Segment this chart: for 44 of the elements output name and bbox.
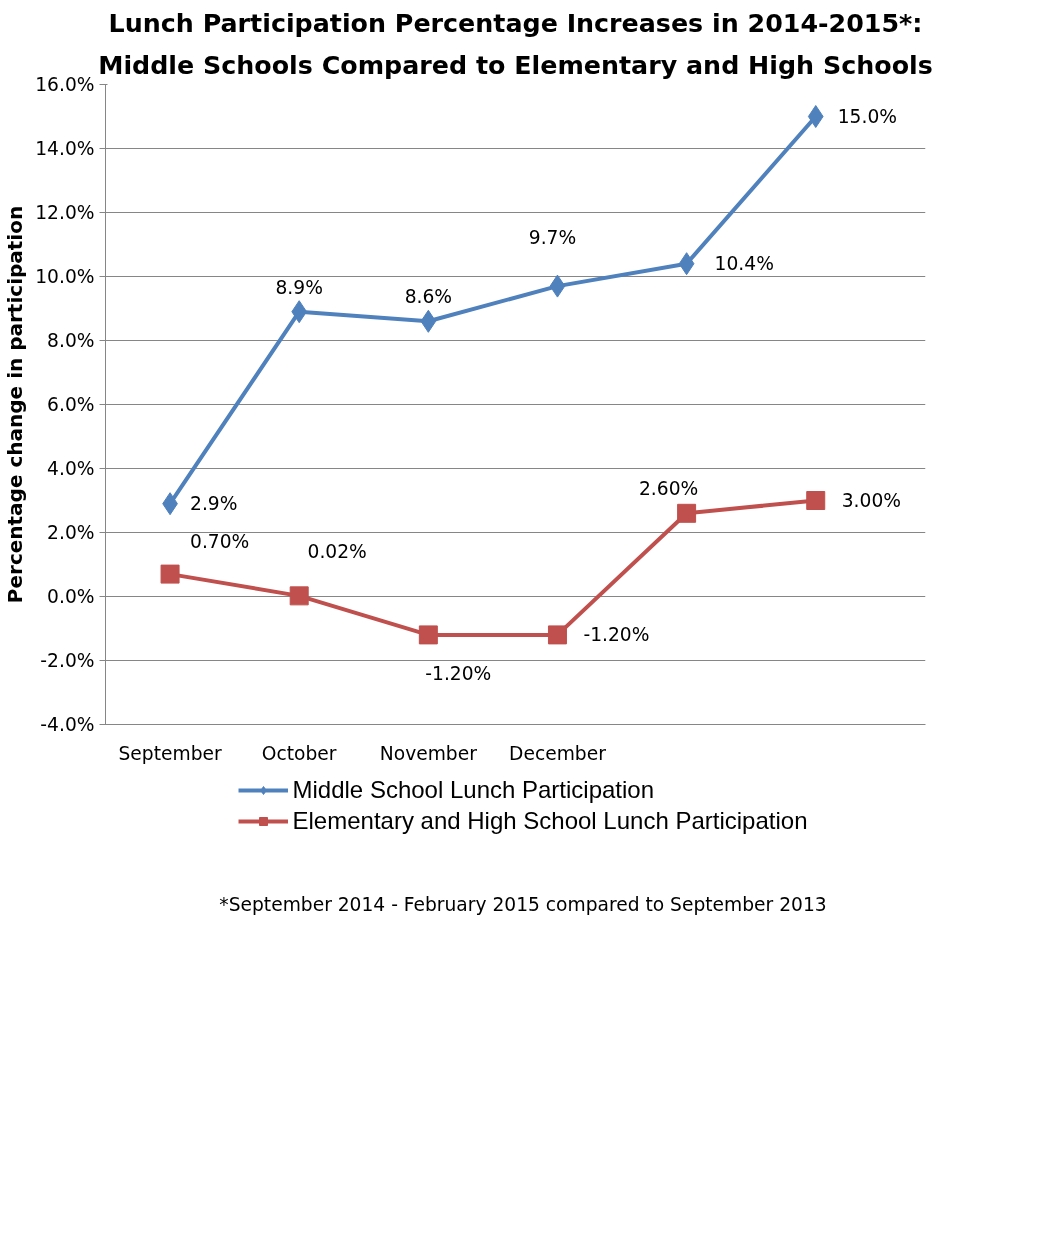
y-tick-label: 10.0% [35,266,95,287]
y-axis-title: Percentage change in participation [3,205,28,604]
point [160,564,180,584]
point [420,309,437,333]
text: *September 2014 - February 2015 compared to September 2013 [219,893,827,915]
x-tick-label: December [509,742,607,764]
point [678,252,695,276]
point [289,586,309,606]
data-label: 0.02% [307,540,367,562]
point [547,625,567,645]
point [806,491,826,510]
y-tick-label: -2.0% [40,650,95,671]
y-tick-label: 8.0% [47,330,95,351]
data-label: 2.60% [638,478,699,500]
data-label: 0.70% [190,531,250,553]
legend-label: Elementary and High School Lunch Participation [292,807,808,835]
data-label: 15.0% [837,106,898,127]
point [807,105,824,128]
point [677,503,697,523]
data-label: -1.20% [425,662,492,684]
point [291,300,308,324]
data-label: 3.00% [841,490,902,511]
y-tick-label: -4.0% [40,714,95,735]
data-label: 8.6% [404,286,453,308]
point [549,274,566,298]
data-label: 10.4% [714,253,774,275]
chart-title: Lunch Participation Percentage Increases in 2014-2015*: [108,7,923,38]
chart-subtitle: Middle Schools Compared to Elementary and High Schools [98,49,933,80]
y-tick-label: 14.0% [35,138,95,159]
x-tick-label: October [261,742,337,764]
data-label: 9.7% [528,227,577,249]
x-tick-label: November [379,742,478,764]
x-tick-label: September [118,742,222,764]
y-tick-label: 6.0% [47,394,95,415]
legend-label: Middle School Lunch Participation [292,776,655,804]
y-tick-label: 16.0% [35,74,95,95]
data-label: 8.9% [275,276,323,298]
y-tick-label: 12.0% [35,202,95,223]
point [418,625,438,645]
y-tick-label: 4.0% [47,458,95,479]
y-tick-label: 2.0% [47,522,95,543]
data-label: -1.20% [583,624,650,646]
data-label: 2.9% [190,493,238,515]
y-tick-label: 0.0% [47,586,95,607]
